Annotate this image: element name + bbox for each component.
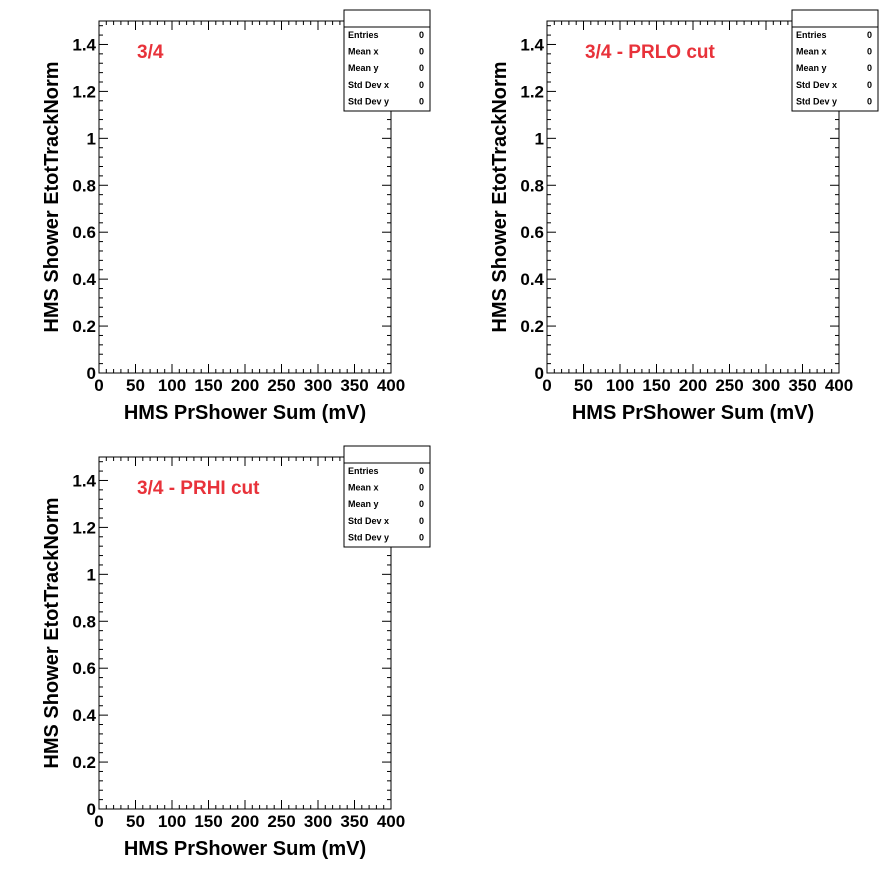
- x-tick-label: 350: [340, 812, 368, 831]
- stats-value: 0: [867, 80, 872, 90]
- x-tick-label: 200: [231, 376, 259, 395]
- y-tick-label: 0: [535, 364, 544, 383]
- x-tick-label: 300: [304, 812, 332, 831]
- y-tick-label: 0.8: [520, 176, 544, 195]
- x-tick-label: 150: [194, 812, 222, 831]
- stats-value: 0: [419, 532, 424, 542]
- stats-value: 0: [419, 96, 424, 106]
- stats-label: Mean x: [348, 483, 379, 493]
- x-tick-label: 400: [377, 376, 405, 395]
- y-tick-label: 0.4: [72, 706, 96, 725]
- x-tick-label: 300: [752, 376, 780, 395]
- x-tick-label: 250: [715, 376, 743, 395]
- y-tick-label: 0.6: [72, 659, 96, 678]
- x-axis-title: HMS PrShower Sum (mV): [124, 402, 366, 424]
- y-tick-label: 0.2: [72, 317, 96, 336]
- stats-label: Std Dev x: [796, 80, 837, 90]
- x-tick-label: 50: [126, 812, 145, 831]
- stats-label: Entries: [348, 466, 379, 476]
- stats-value: 0: [419, 80, 424, 90]
- x-tick-label: 200: [231, 812, 259, 831]
- stats-label: Mean x: [348, 47, 379, 57]
- stats-label: Std Dev x: [348, 80, 389, 90]
- x-tick-label: 150: [642, 376, 670, 395]
- y-tick-label: 1.4: [520, 35, 544, 54]
- chart-panel-2: 0 50 100 150 200 250 300 350 400 0 0.2 0.4 0.6 0.8 1 1.…: [448, 0, 896, 436]
- plot-title: 3/4 - PRLO cut: [585, 42, 716, 63]
- y-axis-title: HMS Shower EtotTrackNorm: [41, 61, 63, 332]
- x-tick-label: 300: [304, 376, 332, 395]
- y-tick-label: 1.2: [72, 518, 96, 537]
- y-tick-label: 0.2: [72, 753, 96, 772]
- stats-value: 0: [419, 47, 424, 57]
- y-tick-label: 0: [87, 800, 96, 819]
- x-tick-label: 350: [340, 376, 368, 395]
- stats-label: Mean y: [796, 63, 827, 73]
- x-tick-label: 350: [788, 376, 816, 395]
- x-tick-label: 200: [679, 376, 707, 395]
- stats-value: 0: [419, 466, 424, 476]
- chart-1-svg: 0 50 100 150 200 250 300 350 400 0 0.2 0.4 0.6 0.8 1 1.…: [41, 9, 431, 424]
- x-tick-label: 400: [377, 812, 405, 831]
- stats-label: Mean y: [348, 499, 379, 509]
- stats-value: 0: [419, 63, 424, 73]
- stats-value: 0: [419, 483, 424, 493]
- x-tick-label: 0: [94, 812, 103, 831]
- y-tick-label: 0.6: [72, 223, 96, 242]
- y-tick-label: 0.6: [520, 223, 544, 242]
- stats-label: Std Dev y: [348, 96, 389, 106]
- stats-value: 0: [867, 63, 872, 73]
- x-tick-label: 0: [542, 376, 551, 395]
- y-tick-label: 1.2: [72, 82, 96, 101]
- x-tick-label: 100: [158, 376, 186, 395]
- x-tick-label: 250: [267, 812, 295, 831]
- stats-label: Mean x: [796, 47, 827, 57]
- y-tick-label: 1.4: [72, 471, 96, 490]
- x-tick-label: 400: [825, 376, 853, 395]
- y-tick-label: 1: [535, 129, 544, 148]
- x-tick-label: 0: [94, 376, 103, 395]
- stats-value: 0: [867, 96, 872, 106]
- stats-value: 0: [419, 516, 424, 526]
- stats-box: Entries 0 Mean x 0 Mean y 0 Std Dev x 0 Std Dev …: [791, 9, 879, 112]
- y-tick-label: 0.4: [72, 270, 96, 289]
- y-axis-title: HMS Shower EtotTrackNorm: [41, 497, 63, 768]
- y-tick-label: 0.8: [72, 612, 96, 631]
- x-tick-label: 150: [194, 376, 222, 395]
- x-tick-label: 50: [574, 376, 593, 395]
- stats-box: Entries 0 Mean x 0 Mean y 0 Std Dev x 0 Std Dev …: [343, 445, 431, 548]
- x-axis-title: HMS PrShower Sum (mV): [572, 402, 814, 424]
- x-tick-label: 50: [126, 376, 145, 395]
- plot-title: 3/4: [137, 42, 164, 63]
- chart-3-svg: 0 50 100 150 200 250 300 350 400 0 0.2 0.4 0.6 0.8 1 1.…: [41, 445, 431, 860]
- stats-label: Mean y: [348, 63, 379, 73]
- y-tick-label: 0: [87, 364, 96, 383]
- x-tick-label: 100: [158, 812, 186, 831]
- plot-title: 3/4 - PRHI cut: [137, 478, 260, 499]
- y-tick-label: 1: [87, 129, 96, 148]
- stats-value: 0: [867, 30, 872, 40]
- stats-value: 0: [419, 499, 424, 509]
- y-tick-label: 0.4: [520, 270, 544, 289]
- y-tick-label: 0.2: [520, 317, 544, 336]
- x-axis-title: HMS PrShower Sum (mV): [124, 838, 366, 860]
- y-tick-label: 0.8: [72, 176, 96, 195]
- x-tick-label: 100: [606, 376, 634, 395]
- stats-label: Entries: [796, 30, 827, 40]
- stats-label: Std Dev y: [348, 532, 389, 542]
- stats-label: Std Dev y: [796, 96, 837, 106]
- x-tick-label: 250: [267, 376, 295, 395]
- chart-panel-1: 0 50 100 150 200 250 300 350 400 0 0.2 0.4 0.6 0.8 1 1.…: [0, 0, 448, 436]
- chart-panel-3: 0 50 100 150 200 250 300 350 400 0 0.2 0.4 0.6 0.8 1 1.…: [0, 436, 448, 872]
- stats-box: Entries 0 Mean x 0 Mean y 0 Std Dev x 0 Std Dev …: [343, 9, 431, 112]
- stats-label: Entries: [348, 30, 379, 40]
- y-tick-label: 1.2: [520, 82, 544, 101]
- y-tick-label: 1: [87, 565, 96, 584]
- y-tick-label: 1.4: [72, 35, 96, 54]
- stats-value: 0: [419, 30, 424, 40]
- chart-2-svg: 0 50 100 150 200 250 300 350 400 0 0.2 0.4 0.6 0.8 1 1.…: [489, 9, 879, 424]
- stats-value: 0: [867, 47, 872, 57]
- stats-label: Std Dev x: [348, 516, 389, 526]
- y-axis-title: HMS Shower EtotTrackNorm: [489, 61, 511, 332]
